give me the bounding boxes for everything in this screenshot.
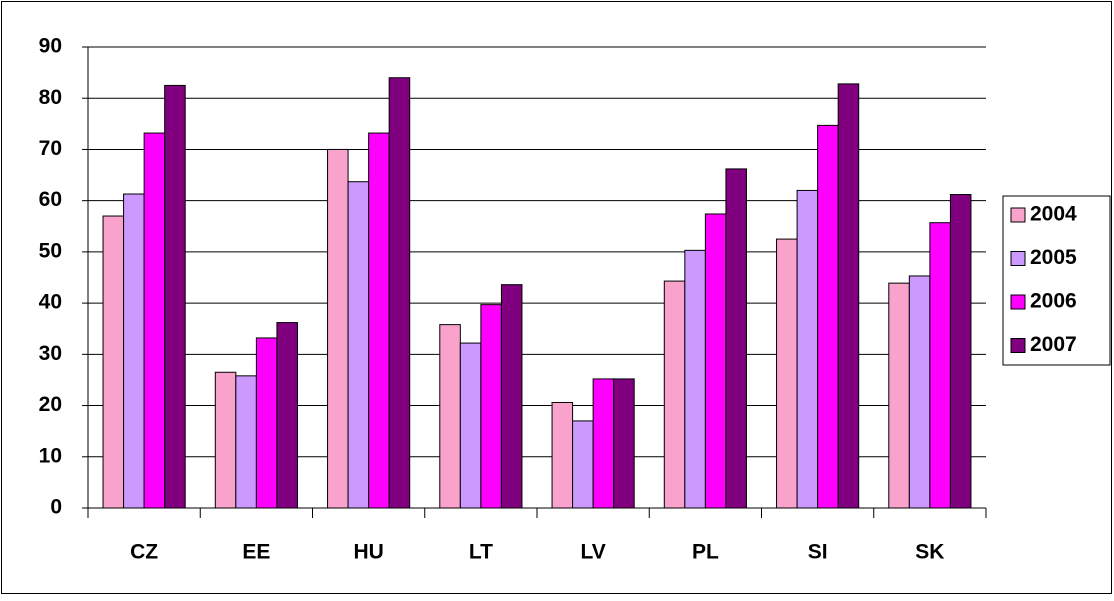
bar (929, 222, 951, 509)
x-tick-label: SK (915, 541, 944, 564)
x-tick-label: CZ (130, 541, 158, 564)
bar (439, 324, 461, 509)
bar (164, 84, 186, 509)
bar (347, 181, 370, 509)
bar (102, 215, 125, 509)
bar (592, 378, 615, 509)
y-tick-label: 10 (39, 444, 62, 467)
bar (663, 280, 686, 509)
y-tick-label: 80 (39, 86, 62, 109)
bar (388, 77, 411, 509)
legend-label: 2007 (1030, 333, 1077, 356)
bar (123, 193, 145, 509)
bar (459, 342, 482, 509)
x-tick-label: LT (469, 541, 493, 564)
x-tick-label: LV (580, 541, 605, 564)
y-tick-label: 0 (50, 496, 62, 519)
legend-box (1002, 195, 1111, 366)
y-tick-label: 50 (39, 239, 62, 262)
legend-swatch (1010, 294, 1026, 310)
bar (684, 249, 706, 509)
y-tick-label: 30 (39, 342, 62, 365)
y-tick-label: 20 (39, 393, 62, 416)
x-tick-label: HU (353, 541, 383, 564)
bar (908, 275, 931, 509)
bar (327, 148, 349, 509)
bar (572, 420, 594, 509)
bar (143, 132, 166, 509)
legend-swatch (1010, 338, 1026, 353)
bar (500, 284, 523, 509)
bar (276, 322, 298, 509)
x-tick-label: PL (692, 541, 719, 564)
bar (551, 401, 574, 509)
bar (796, 189, 819, 509)
bar (368, 132, 390, 509)
y-tick-label: 60 (39, 188, 62, 211)
legend-label: 2005 (1030, 246, 1077, 269)
bar (888, 282, 910, 509)
bar (214, 371, 237, 509)
bar (255, 337, 278, 509)
bar (613, 378, 635, 509)
bar (704, 213, 727, 509)
bar (817, 124, 839, 509)
bar (837, 83, 860, 509)
legend-swatch (1010, 251, 1026, 266)
bar (725, 168, 747, 509)
legend-label: 2004 (1030, 203, 1077, 226)
y-tick-label: 90 (39, 35, 62, 58)
x-tick-label: EE (242, 541, 270, 564)
bar (776, 238, 798, 509)
bar (235, 375, 257, 509)
y-tick-label: 70 (39, 137, 62, 160)
bar (949, 194, 972, 509)
x-tick-label: SI (808, 541, 828, 564)
legend-swatch (1010, 207, 1026, 223)
y-tick-label: 40 (39, 291, 62, 314)
bar (480, 304, 502, 509)
legend-label: 2006 (1030, 290, 1077, 313)
